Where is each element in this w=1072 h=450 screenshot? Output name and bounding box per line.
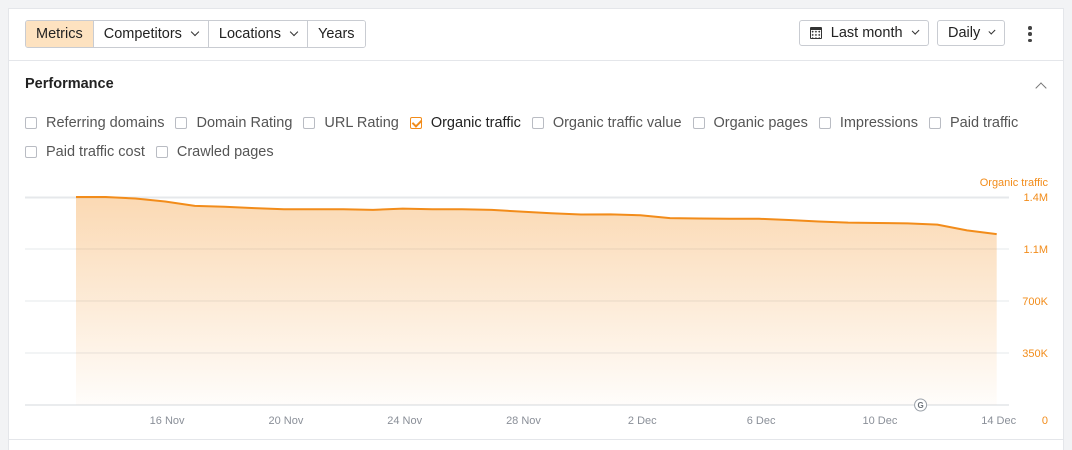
y-tick-label: 1.1M	[1024, 244, 1048, 256]
interval-button[interactable]: Daily	[937, 20, 1005, 46]
x-tick-label: 6 Dec	[747, 415, 776, 427]
report-tabs: Metrics Competitors Locations Years	[25, 20, 366, 48]
tab-label: Competitors	[103, 26, 182, 42]
tab-metrics[interactable]: Metrics	[26, 21, 94, 47]
tab-competitors[interactable]: Competitors	[93, 21, 209, 47]
checkbox[interactable]	[303, 116, 316, 129]
performance-card: Metrics Competitors Locations Years Last…	[8, 8, 1064, 450]
tab-locations[interactable]: Locations	[208, 21, 308, 47]
x-tick-label: 2 Dec	[628, 415, 657, 427]
metric-checkbox-impressions[interactable]: Impressions	[818, 114, 918, 131]
checkbox[interactable]	[25, 116, 37, 129]
checkbox-label: Referring domains	[46, 114, 165, 131]
series-label: Organic traffic	[980, 177, 1049, 189]
metric-checkboxes: Referring domains Domain Rating URL Rati…	[25, 108, 1055, 166]
x-tick-label: 28 Nov	[506, 415, 541, 427]
calendar-icon	[810, 27, 822, 39]
google-update-marker	[914, 398, 928, 412]
checkbox[interactable]	[818, 116, 831, 129]
tab-label: Years	[317, 26, 355, 42]
y-tick-label: 700K	[1022, 296, 1048, 308]
checkbox-row: Referring domains Domain Rating URL Rati…	[25, 108, 1055, 137]
checkbox-label: Domain Rating	[196, 114, 293, 131]
divider	[9, 439, 1063, 440]
y-tick-label: 0	[1042, 415, 1048, 427]
series-line	[76, 196, 997, 236]
metric-checkbox-paid-traffic[interactable]: Paid traffic	[929, 115, 1018, 131]
y-tick-label: 350K	[1022, 348, 1048, 360]
google-update-label: G	[917, 401, 923, 410]
x-tick-label: 20 Nov	[268, 415, 303, 427]
interval-label: Daily	[948, 25, 981, 41]
checkbox-label: URL Rating	[324, 114, 399, 131]
checkbox-label: Crawled pages	[176, 143, 274, 160]
x-tick-label: 16 Nov	[150, 415, 185, 427]
date-range-button[interactable]: Last month	[799, 20, 929, 46]
checkbox-label: Impressions	[839, 114, 918, 131]
section-title: Performance	[25, 76, 114, 92]
metric-checkbox-organic-traffic-value[interactable]: Organic traffic value	[531, 114, 682, 131]
tab-years[interactable]: Years	[307, 21, 365, 47]
checkbox-label: Organic pages	[713, 114, 808, 131]
checkbox-label: Paid traffic cost	[46, 143, 145, 160]
checkbox[interactable]	[531, 116, 544, 129]
checkbox-label: Paid traffic	[950, 114, 1019, 131]
metric-checkbox-crawled-pages[interactable]: Crawled pages	[155, 143, 274, 160]
checkbox-label: Organic traffic value	[552, 114, 682, 131]
metric-checkbox-organic-traffic[interactable]: Organic traffic	[409, 114, 521, 131]
metric-checkbox-domain-rating[interactable]: Domain Rating	[175, 115, 292, 131]
metric-checkbox-organic-pages[interactable]: Organic pages	[692, 114, 808, 131]
checkbox[interactable]	[409, 116, 422, 129]
date-range-label: Last month	[830, 25, 903, 41]
y-tick-label: 1.4M	[1024, 192, 1048, 204]
x-tick-label: 24 Nov	[387, 415, 422, 427]
checkbox[interactable]	[175, 116, 188, 129]
more-vertical-icon[interactable]	[1021, 23, 1039, 45]
series-area	[76, 197, 997, 405]
checkbox[interactable]	[25, 145, 37, 158]
checkbox-label: Organic traffic	[430, 114, 521, 131]
metric-checkbox-paid-traffic-cost[interactable]: Paid traffic cost	[25, 144, 145, 160]
x-tick-label: 14 Dec	[981, 415, 1016, 427]
toolbar: Metrics Competitors Locations Years Last…	[9, 9, 1063, 61]
tab-label: Locations	[218, 26, 281, 42]
tab-label: Metrics	[36, 26, 83, 42]
metric-checkbox-url-rating[interactable]: URL Rating	[303, 114, 399, 131]
checkbox[interactable]	[692, 116, 705, 129]
metric-checkbox-referring-domains[interactable]: Referring domains	[25, 115, 164, 131]
checkbox[interactable]	[929, 116, 941, 129]
x-tick-label: 10 Dec	[862, 415, 897, 427]
checkbox[interactable]	[155, 145, 168, 158]
checkbox-row: Paid traffic cost Crawled pages	[25, 137, 1055, 166]
organic-traffic-chart: 0 350K 700K 1.1M 1.4M Organic traffic 16 Nov 20…	[25, 177, 1049, 427]
